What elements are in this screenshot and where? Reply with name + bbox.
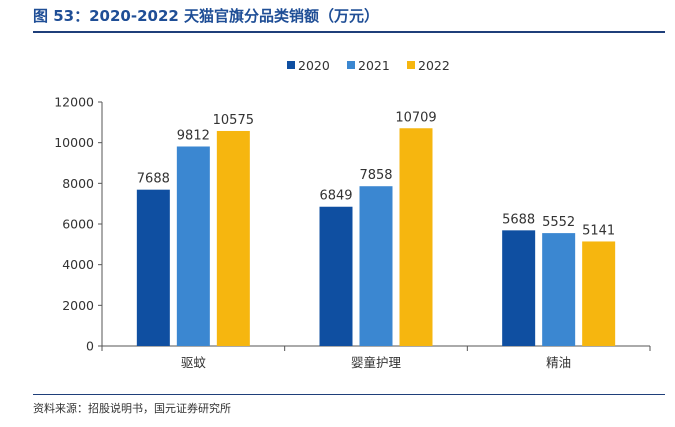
data-label: 7858 <box>359 168 392 183</box>
legend-label: 2021 <box>358 58 390 73</box>
legend-swatch <box>287 61 295 69</box>
x-tick-label: 精油 <box>546 355 571 370</box>
bar <box>542 233 576 346</box>
bar <box>399 128 433 346</box>
data-label: 9812 <box>177 128 210 143</box>
data-label: 5552 <box>542 215 575 230</box>
y-tick-label: 2000 <box>62 298 94 313</box>
y-tick-label: 8000 <box>62 176 94 191</box>
legend-swatch <box>407 61 415 69</box>
bar <box>319 206 353 346</box>
data-label: 5141 <box>582 223 615 238</box>
data-label: 7688 <box>137 172 170 187</box>
legend-label: 2022 <box>418 58 450 73</box>
source-rule <box>33 394 665 395</box>
y-tick-label: 10000 <box>54 135 94 150</box>
y-tick-label: 12000 <box>54 95 94 110</box>
source-note: 资料来源：招股说明书，国元证券研究所 <box>33 402 231 415</box>
bar <box>176 146 210 346</box>
data-label: 10575 <box>213 113 254 128</box>
data-label: 6849 <box>319 189 352 204</box>
figure-title: 图 53：2020-2022 天猫官旗分品类销额（万元） <box>33 7 380 25</box>
legend-label: 2020 <box>298 58 330 73</box>
y-tick-label: 0 <box>86 339 94 354</box>
bar <box>582 241 616 346</box>
title-rule <box>33 31 665 33</box>
data-label: 10709 <box>395 110 436 125</box>
x-tick-label: 驱蚊 <box>181 355 207 370</box>
y-tick-label: 6000 <box>62 217 94 232</box>
y-tick-label: 4000 <box>62 257 94 272</box>
bar <box>136 189 170 346</box>
legend-swatch <box>347 61 355 69</box>
bar <box>502 230 536 346</box>
bar <box>216 130 250 346</box>
data-label: 5688 <box>502 212 535 227</box>
bar <box>359 186 393 346</box>
x-tick-label: 婴童护理 <box>351 355 402 370</box>
